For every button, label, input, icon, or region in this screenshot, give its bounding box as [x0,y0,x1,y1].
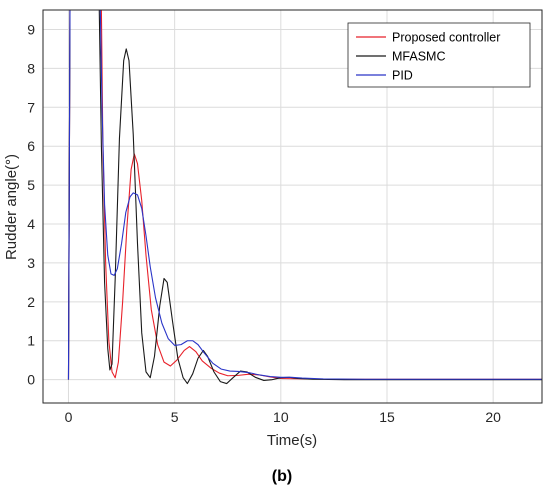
series-line-2 [67,9,542,380]
y-tick-label: 2 [27,294,35,310]
x-axis-label: Time(s) [267,432,317,449]
y-tick-label: 7 [27,99,35,115]
y-tick-labels: 0 1 2 3 4 5 6 7 8 9 [27,21,35,387]
legend-box [347,22,531,88]
axes-box [42,9,543,404]
y-axis-label: Rudder angle(°) [3,154,20,260]
y-tick-label: 8 [27,60,35,76]
x-tick-labels: 0 5 10 15 20 [65,409,502,425]
legend-label-0: Proposed controller [392,31,500,45]
legend-label-1: MFASMC [392,50,445,64]
x-tick-label: 0 [65,409,73,425]
y-tick-label: 3 [27,255,35,271]
x-tick-label: 20 [485,409,501,425]
figure-caption: (b) [272,468,292,485]
x-tick-label: 10 [273,409,289,425]
y-tick-label: 5 [27,177,35,193]
y-tick-label: 1 [27,333,35,349]
grid [43,10,542,403]
legend-label-2: PID [392,69,413,83]
y-tick-label: 4 [27,216,35,232]
legend: Proposed controller MFASMC PID [347,22,531,88]
x-tick-label: 5 [171,409,179,425]
y-tick-label: 6 [27,138,35,154]
y-tick-label: 0 [27,372,35,388]
series-line-1 [67,9,542,385]
y-tick-label: 9 [27,21,35,37]
x-tick-label: 15 [379,409,395,425]
series-lines [67,9,542,385]
